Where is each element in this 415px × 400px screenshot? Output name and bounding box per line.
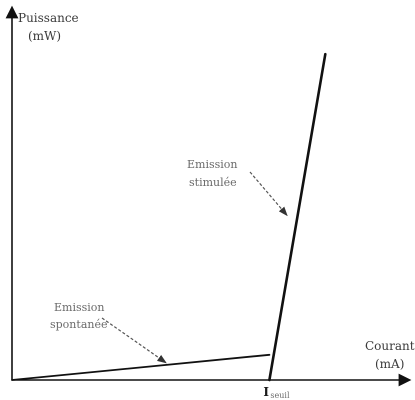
annotation-layer bbox=[101, 171, 288, 364]
annotation-arrow-1 bbox=[249, 171, 288, 217]
x-axis-label-line2: (mA) bbox=[375, 357, 404, 371]
y-axis-label-line2: (mW) bbox=[28, 29, 61, 43]
annotation-spontaneous-line1: Emission bbox=[54, 301, 105, 314]
annotation-arrow-0 bbox=[101, 317, 167, 364]
x-axis-label-line1: Courant bbox=[365, 339, 415, 353]
threshold-label: I bbox=[263, 385, 269, 399]
series-line-0 bbox=[11, 353, 271, 381]
y-axis-label-line1: Puissance bbox=[18, 11, 79, 25]
annotation-spontaneous-line2: spontanée bbox=[50, 318, 107, 331]
series-layer bbox=[11, 52, 327, 382]
annotation-stimulated-line2: stimulée bbox=[189, 176, 237, 189]
threshold-subscript: seuil bbox=[270, 391, 290, 400]
series-line-1 bbox=[268, 52, 327, 382]
annotation-stimulated-line1: Emission bbox=[187, 158, 238, 171]
